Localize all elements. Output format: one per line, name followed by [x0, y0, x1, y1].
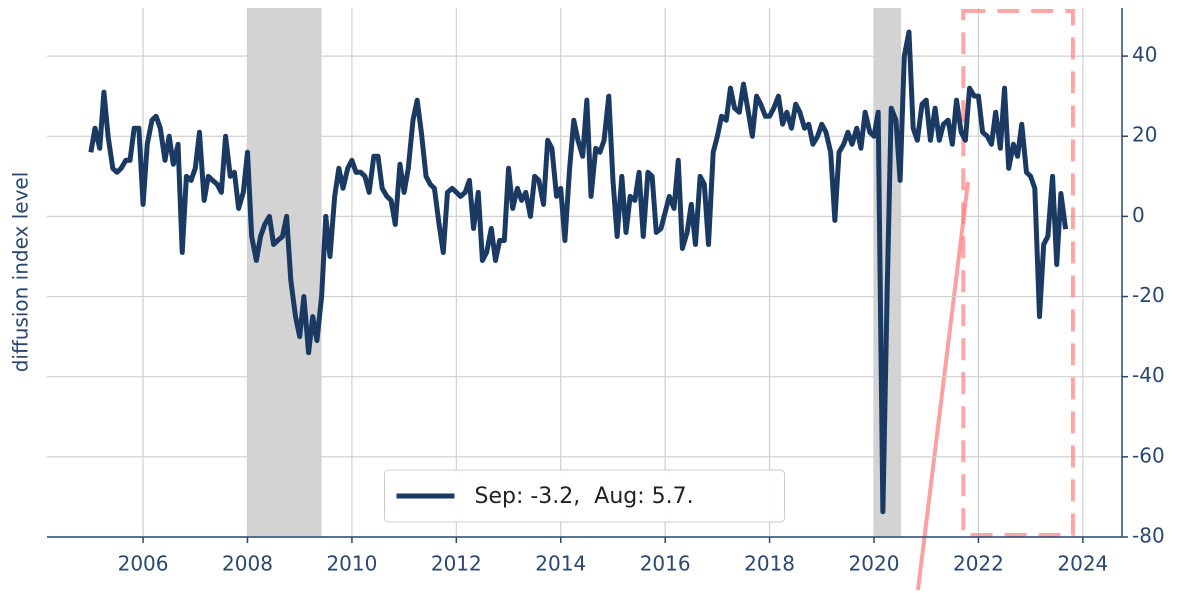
y-tick-label: 0: [1132, 203, 1145, 227]
legend-label: Sep: -3.2, Aug: 5.7.: [475, 484, 694, 509]
y-tick-label: -60: [1132, 443, 1165, 467]
shaded-region: [247, 8, 322, 537]
x-tick-label: 2010: [326, 552, 377, 576]
x-tick-label: 2018: [744, 552, 795, 576]
x-tick-label: 2014: [535, 552, 586, 576]
y-tick-label: -20: [1132, 283, 1165, 307]
x-tick-label: 2024: [1057, 552, 1108, 576]
x-tick-label: 2008: [222, 552, 273, 576]
x-tick-label: 2020: [849, 552, 900, 576]
y-axis-label: diffusion index level: [9, 172, 33, 373]
highlight-box: [961, 9, 1075, 537]
x-tick-label: 2006: [118, 552, 169, 576]
y-tick-label: 20: [1132, 123, 1157, 147]
series-line: [88, 29, 1069, 515]
x-tick-label: 2012: [431, 552, 482, 576]
y-tick-label: 40: [1132, 43, 1157, 67]
legend-box: [384, 469, 785, 523]
x-tick-label: 2022: [953, 552, 1004, 576]
y-tick-label: -40: [1132, 363, 1165, 387]
y-tick-label: -80: [1132, 524, 1165, 548]
x-tick-label: 2016: [640, 552, 691, 576]
annotation-arrow: [916, 181, 970, 591]
